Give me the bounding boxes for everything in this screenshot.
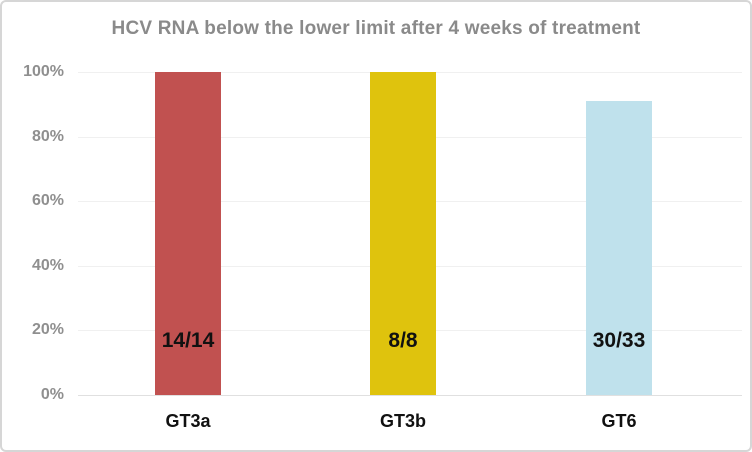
x-axis-category-label: GT6 [601, 411, 637, 431]
y-axis-tick-label: 20% [31, 321, 64, 338]
gridline-0% [78, 395, 742, 396]
x-axis-category-label: GT3a [165, 411, 211, 431]
bar-value-label: 14/14 [161, 329, 215, 352]
x-axis-category-label: GT3b [379, 411, 426, 431]
y-axis-tick-label: 60% [31, 192, 64, 209]
bar-value-label: 8/8 [388, 329, 418, 352]
y-axis-tick-label: 100% [23, 63, 64, 80]
y-axis-tick-label: 0% [40, 386, 64, 403]
chart-title: HCV RNA below the lower limit after 4 we… [111, 18, 641, 39]
bar-gt6: 30/33 [586, 101, 652, 395]
bar-gt3b: 8/8 [370, 72, 436, 395]
y-axis-tick-label: 80% [31, 128, 64, 145]
bar-value-label: 30/33 [592, 329, 646, 352]
bar-gt3a: 14/14 [155, 72, 221, 395]
y-axis-tick-label: 40% [31, 257, 64, 274]
